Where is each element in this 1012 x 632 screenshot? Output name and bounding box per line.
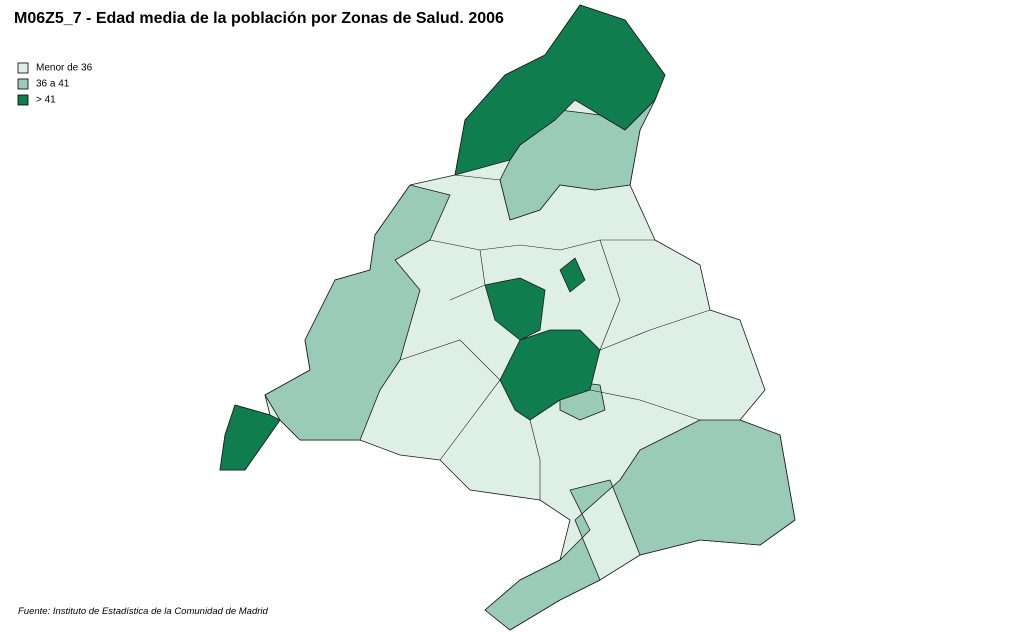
map-title: M06Z5_7 - Edad media de la población por… [14,10,504,27]
legend-swatch [17,78,29,90]
zone-mid [484,419,796,631]
zone-dark [484,277,546,341]
zone-mid [264,184,451,441]
zone-dark [499,329,601,421]
region-map [219,4,796,631]
zone-dark [454,4,666,176]
legend: Menor de 36 36 a 41 > 41 [17,62,93,106]
legend-swatch [17,94,29,106]
zone-dark [219,404,281,471]
legend-label: 36 a 41 [36,79,70,90]
legend-swatch [17,62,29,74]
zone-dark [559,257,586,293]
legend-label: > 41 [36,95,56,106]
source-note: Fuente: Instituto de Estadística de la C… [18,606,268,617]
legend-label: Menor de 36 [36,63,93,74]
